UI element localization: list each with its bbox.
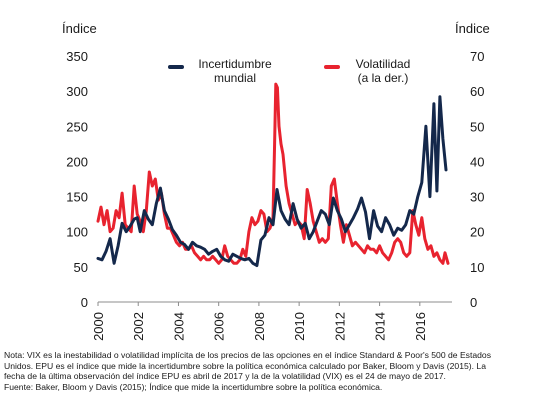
y-left-tick-label: 100 bbox=[66, 225, 88, 240]
right-axis-title: Índice bbox=[455, 21, 490, 36]
legend-label-vix-line1: Volatilidad bbox=[355, 57, 411, 71]
legend-label-vix-line2: (a la der.) bbox=[357, 71, 409, 85]
line-chart: 0 50 100 150 200 250 300 350 0 10 20 30 40 50 60 70 2000… bbox=[66, 49, 484, 341]
y-left-tick-label: 200 bbox=[66, 154, 88, 169]
y-left-tick-label: 150 bbox=[66, 190, 88, 205]
legend-label-vix: Volatilidad (a la der.) bbox=[343, 57, 423, 85]
legend-label-epu: Incertidumbre mundial bbox=[190, 57, 280, 85]
y-left-tick-label: 50 bbox=[74, 260, 88, 275]
y-right-tick-label: 30 bbox=[470, 190, 484, 205]
y-right-tick-label: 50 bbox=[470, 119, 484, 134]
x-tick-label: 2002 bbox=[131, 312, 146, 341]
x-tick-label: 2012 bbox=[332, 312, 347, 341]
x-tick-label: 2016 bbox=[413, 312, 428, 341]
x-tick-label: 2000 bbox=[91, 312, 106, 341]
note-line-1: Nota: VIX es la inestabilidad o volatili… bbox=[4, 350, 491, 360]
series-line-volatilidad bbox=[96, 82, 450, 265]
note-line-4: Fuente: Baker, Bloom y Davis (2015); Índ… bbox=[4, 381, 383, 392]
left-axis-title: Índice bbox=[62, 21, 97, 36]
series-line-incertidumbre bbox=[96, 95, 448, 267]
y-right-tick-label: 20 bbox=[470, 225, 484, 240]
x-tick-label: 2014 bbox=[373, 312, 388, 341]
legend-swatch-vix bbox=[324, 65, 340, 69]
legend-label-epu-line2: mundial bbox=[213, 71, 257, 85]
note-line-2: Unidos. EPU es el índice que mide la inc… bbox=[4, 360, 486, 371]
legend-label-epu-line1: Incertidumbre bbox=[198, 57, 272, 71]
legend-swatch-epu bbox=[168, 65, 184, 69]
y-right-tick-label: 10 bbox=[470, 260, 484, 275]
y-right-tick-label: 40 bbox=[470, 154, 484, 169]
x-tick-label: 2004 bbox=[171, 312, 186, 341]
y-right-tick-label: 70 bbox=[470, 49, 484, 64]
y-left-tick-label: 250 bbox=[66, 119, 88, 134]
x-tick-label: 2010 bbox=[292, 312, 307, 341]
x-tick-label: 2008 bbox=[252, 312, 267, 341]
y-left-tick-label: 350 bbox=[66, 49, 88, 64]
y-right-tick-label: 0 bbox=[470, 295, 477, 310]
y-left-tick-label: 300 bbox=[66, 84, 88, 99]
y-left-tick-label: 0 bbox=[81, 295, 88, 310]
note-line-3: fecha de la última observación del índic… bbox=[4, 371, 446, 382]
chart-notes: Nota: VIX es la inestabilidad o volatili… bbox=[4, 350, 536, 392]
x-tick-label: 2006 bbox=[212, 312, 227, 341]
y-right-tick-label: 60 bbox=[470, 84, 484, 99]
